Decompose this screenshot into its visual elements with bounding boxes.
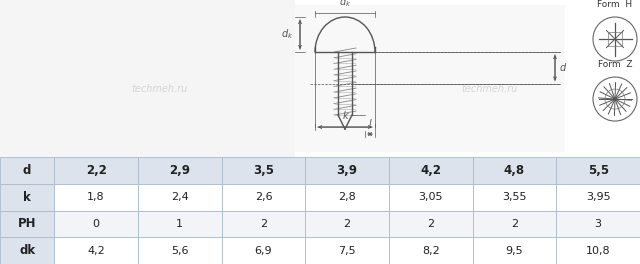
Text: 2,4: 2,4	[171, 192, 189, 202]
Bar	[0, 157, 54, 184]
Text: d: d	[560, 63, 566, 73]
Bar	[295, 5, 565, 152]
Text: l: l	[369, 119, 371, 129]
Bar	[389, 157, 473, 184]
Bar	[0, 184, 54, 211]
Text: k: k	[23, 191, 31, 204]
Bar	[473, 237, 556, 264]
Bar	[473, 184, 556, 211]
Text: 2: 2	[344, 219, 351, 229]
Bar	[221, 211, 305, 237]
Text: 1: 1	[176, 219, 183, 229]
Text: 3,9: 3,9	[337, 164, 358, 177]
Text: 3: 3	[595, 219, 602, 229]
Bar	[0, 211, 54, 237]
Text: d: d	[23, 164, 31, 177]
Text: k: k	[342, 111, 348, 121]
Text: techmeh.ru: techmeh.ru	[132, 84, 188, 94]
Text: 9,5: 9,5	[506, 246, 524, 256]
Text: 2: 2	[428, 219, 435, 229]
Bar	[138, 211, 221, 237]
Text: 2,9: 2,9	[170, 164, 190, 177]
Text: 8,2: 8,2	[422, 246, 440, 256]
Bar	[138, 184, 221, 211]
Text: 2,8: 2,8	[339, 192, 356, 202]
Text: Form  H: Form H	[597, 0, 632, 9]
Bar	[556, 211, 640, 237]
Bar	[54, 237, 138, 264]
Text: 2,2: 2,2	[86, 164, 107, 177]
Bar	[54, 157, 138, 184]
Text: $d_k$: $d_k$	[339, 0, 351, 9]
Text: dk: dk	[19, 244, 35, 257]
Text: 0: 0	[93, 219, 100, 229]
Bar	[389, 184, 473, 211]
Bar	[0, 0, 295, 157]
Bar	[54, 184, 138, 211]
Bar	[138, 237, 221, 264]
Bar	[556, 237, 640, 264]
Bar	[305, 157, 389, 184]
Bar	[305, 211, 389, 237]
Text: 4,8: 4,8	[504, 164, 525, 177]
Text: Form  Z: Form Z	[598, 60, 632, 69]
Text: 5,5: 5,5	[588, 164, 609, 177]
Text: 3,5: 3,5	[253, 164, 274, 177]
Bar	[473, 157, 556, 184]
Text: 2: 2	[260, 219, 267, 229]
Text: $d_k$: $d_k$	[281, 28, 293, 41]
Bar	[221, 237, 305, 264]
Text: 10,8: 10,8	[586, 246, 611, 256]
Bar	[305, 237, 389, 264]
Text: 3,55: 3,55	[502, 192, 527, 202]
Text: 4,2: 4,2	[87, 246, 105, 256]
Text: 6,9: 6,9	[255, 246, 272, 256]
Bar	[305, 184, 389, 211]
Bar	[0, 237, 54, 264]
Text: 1,8: 1,8	[87, 192, 105, 202]
Bar	[389, 237, 473, 264]
Text: 3,05: 3,05	[419, 192, 443, 202]
Text: 2,6: 2,6	[255, 192, 272, 202]
Bar	[221, 184, 305, 211]
Text: 7,5: 7,5	[339, 246, 356, 256]
Text: PH: PH	[18, 218, 36, 230]
Bar	[556, 157, 640, 184]
Text: 4,2: 4,2	[420, 164, 442, 177]
Text: 3,95: 3,95	[586, 192, 611, 202]
Text: 5,6: 5,6	[171, 246, 189, 256]
Bar	[389, 211, 473, 237]
Text: 2: 2	[511, 219, 518, 229]
Bar	[138, 157, 221, 184]
Bar	[473, 211, 556, 237]
Text: techmeh.ru: techmeh.ru	[462, 84, 518, 94]
Bar	[54, 211, 138, 237]
Bar	[556, 184, 640, 211]
Bar	[221, 157, 305, 184]
